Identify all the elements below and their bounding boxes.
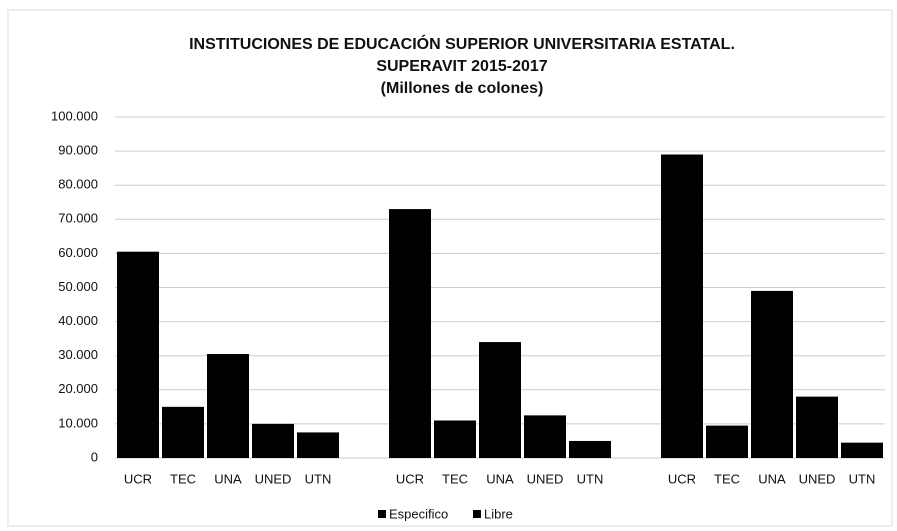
legend-swatch bbox=[473, 510, 481, 518]
bar bbox=[252, 423, 294, 458]
chart-title: (Millones de colones) bbox=[381, 80, 544, 97]
x-tick-label: UNED bbox=[255, 471, 292, 486]
x-tick-label: UCR bbox=[124, 471, 152, 486]
bar bbox=[479, 342, 521, 458]
y-tick-label: 30.000 bbox=[58, 347, 98, 362]
x-tick-label: UTN bbox=[849, 471, 876, 486]
bar bbox=[751, 290, 793, 458]
y-tick-label: 50.000 bbox=[58, 279, 98, 294]
y-tick-label: 100.000 bbox=[51, 108, 98, 123]
x-tick-label: UTN bbox=[577, 471, 604, 486]
bar bbox=[524, 415, 566, 458]
x-tick-label: UNA bbox=[214, 471, 242, 486]
bar bbox=[434, 420, 476, 458]
x-tick-label: UNED bbox=[799, 471, 836, 486]
bar bbox=[569, 440, 611, 458]
x-tick-label: UNA bbox=[758, 471, 786, 486]
frame bbox=[7, 9, 893, 527]
bar bbox=[706, 425, 748, 458]
bar bbox=[796, 396, 838, 458]
x-tick-label: UNA bbox=[486, 471, 514, 486]
y-tick-label: 80.000 bbox=[58, 177, 98, 192]
x-tick-label: TEC bbox=[714, 471, 740, 486]
x-tick-label: TEC bbox=[442, 471, 468, 486]
chart-title: SUPERAVIT 2015-2017 bbox=[376, 58, 547, 75]
bar bbox=[162, 406, 204, 458]
bar bbox=[297, 432, 339, 458]
chart-title: INSTITUCIONES DE EDUCACIÓN SUPERIOR UNIV… bbox=[189, 34, 735, 53]
y-tick-label: 90.000 bbox=[58, 143, 98, 158]
y-tick-label: 0 bbox=[91, 449, 98, 464]
y-tick-label: 10.000 bbox=[58, 415, 98, 430]
x-tick-label: UNED bbox=[527, 471, 564, 486]
bar bbox=[841, 442, 883, 458]
y-tick-label: 40.000 bbox=[58, 313, 98, 328]
x-tick-label: UTN bbox=[305, 471, 332, 486]
x-tick-label: TEC bbox=[170, 471, 196, 486]
bar bbox=[389, 209, 431, 458]
legend-label: Especifico bbox=[389, 506, 448, 521]
legend-label: Libre bbox=[484, 506, 513, 521]
bar bbox=[117, 251, 159, 458]
bar bbox=[661, 154, 703, 458]
x-tick-label: UCR bbox=[396, 471, 424, 486]
y-tick-label: 60.000 bbox=[58, 245, 98, 260]
y-tick-label: 20.000 bbox=[58, 381, 98, 396]
bar bbox=[207, 353, 249, 458]
y-tick-label: 70.000 bbox=[58, 211, 98, 226]
x-tick-label: UCR bbox=[668, 471, 696, 486]
legend-swatch bbox=[378, 510, 386, 518]
